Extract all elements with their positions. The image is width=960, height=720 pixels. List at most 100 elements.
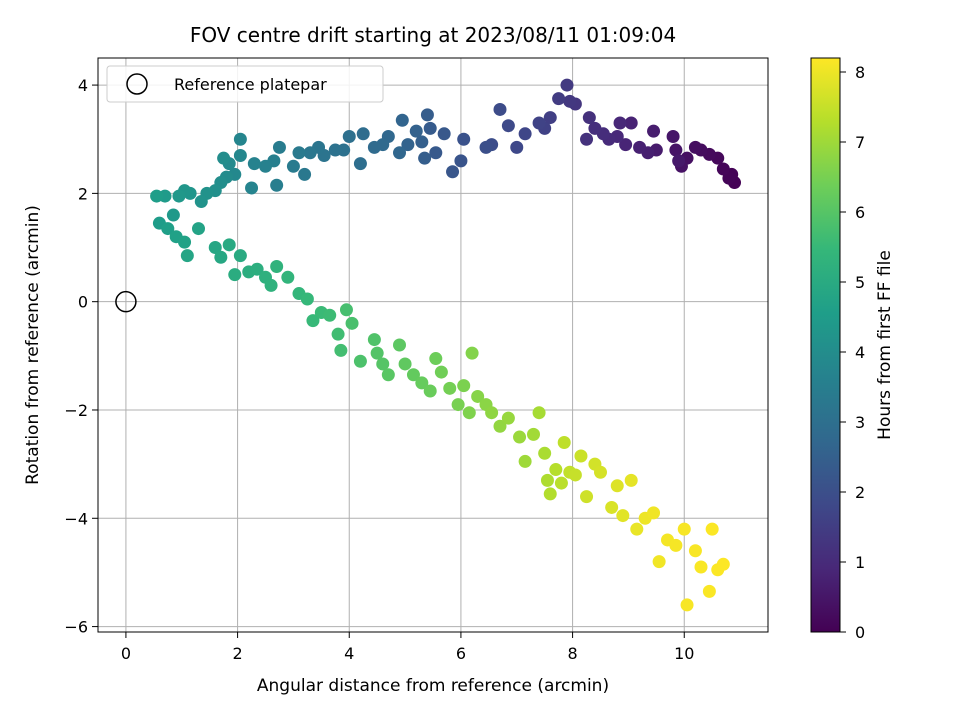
y-axis-label: Rotation from reference (arcmin) bbox=[23, 205, 43, 485]
data-point bbox=[702, 584, 716, 598]
data-point bbox=[672, 154, 686, 168]
data-point bbox=[666, 130, 680, 144]
data-point bbox=[342, 130, 356, 144]
colorbar-tick-label: 1 bbox=[855, 553, 865, 572]
data-point bbox=[610, 479, 624, 493]
data-point bbox=[334, 343, 348, 357]
data-point bbox=[323, 308, 337, 322]
data-point bbox=[233, 132, 247, 146]
data-point bbox=[582, 111, 596, 125]
data-point bbox=[716, 162, 730, 176]
colorbar-tick-label: 0 bbox=[855, 623, 865, 642]
x-tick-label: 6 bbox=[456, 644, 466, 663]
data-point bbox=[677, 522, 691, 536]
data-point bbox=[557, 435, 571, 449]
data-point bbox=[532, 406, 546, 420]
data-point bbox=[647, 124, 661, 138]
data-point bbox=[543, 111, 557, 125]
legend-label-reference-platepar: Reference platepar bbox=[174, 75, 327, 94]
data-point bbox=[588, 121, 602, 135]
data-point bbox=[560, 78, 574, 92]
data-point bbox=[233, 148, 247, 162]
colorbar-gradient bbox=[810, 57, 841, 633]
data-point bbox=[150, 189, 164, 203]
data-point bbox=[194, 195, 208, 208]
data-point bbox=[510, 140, 524, 154]
data-point bbox=[420, 108, 434, 122]
data-point bbox=[228, 268, 242, 282]
data-point bbox=[451, 398, 465, 412]
data-point bbox=[527, 427, 540, 441]
data-point bbox=[493, 419, 507, 433]
y-tick-label: −4 bbox=[64, 509, 88, 528]
plot-frame bbox=[97, 57, 769, 633]
data-point bbox=[485, 406, 499, 420]
data-point bbox=[180, 249, 194, 263]
data-point bbox=[619, 138, 633, 152]
legend-marker-reference-platepar bbox=[126, 73, 148, 95]
data-point bbox=[353, 157, 367, 171]
data-point bbox=[652, 555, 666, 569]
colorbar-tick-label: 3 bbox=[855, 413, 865, 432]
data-point bbox=[580, 490, 594, 504]
data-point bbox=[406, 368, 420, 382]
data-point bbox=[518, 454, 532, 468]
data-point bbox=[669, 143, 683, 157]
data-point bbox=[462, 406, 476, 420]
data-point bbox=[568, 468, 582, 482]
data-point bbox=[532, 116, 546, 130]
data-point bbox=[563, 94, 577, 108]
data-point bbox=[161, 222, 175, 236]
data-point bbox=[233, 249, 247, 263]
data-point bbox=[259, 159, 272, 173]
data-point bbox=[178, 235, 192, 249]
data-point bbox=[501, 411, 515, 425]
data-point bbox=[345, 316, 359, 330]
data-point bbox=[398, 357, 412, 371]
data-point bbox=[172, 189, 186, 203]
data-point bbox=[694, 560, 708, 574]
colorbar-label: Hours from first FF file bbox=[875, 250, 895, 440]
x-tick-label: 8 bbox=[567, 644, 577, 663]
data-point bbox=[393, 338, 406, 352]
data-point bbox=[624, 116, 638, 130]
data-point bbox=[222, 238, 236, 252]
x-tick-label: 2 bbox=[232, 644, 242, 663]
y-tick-label: −2 bbox=[64, 401, 88, 420]
y-tick-label: 4 bbox=[78, 76, 88, 95]
colorbar-tick-label: 5 bbox=[855, 273, 865, 292]
data-point bbox=[518, 127, 532, 141]
data-point bbox=[429, 146, 443, 160]
data-point bbox=[688, 140, 702, 154]
data-point bbox=[580, 132, 594, 146]
data-point bbox=[281, 270, 295, 284]
data-point bbox=[250, 262, 264, 276]
data-point bbox=[543, 487, 557, 501]
data-point bbox=[680, 598, 694, 612]
data-point bbox=[633, 140, 647, 154]
data-point bbox=[331, 327, 345, 341]
y-tick-label: 2 bbox=[78, 184, 88, 203]
data-point bbox=[688, 544, 702, 558]
data-point bbox=[538, 446, 552, 460]
data-point bbox=[376, 357, 390, 371]
data-point bbox=[214, 250, 228, 264]
data-point bbox=[605, 500, 619, 514]
data-point bbox=[208, 241, 222, 255]
data-point bbox=[270, 259, 284, 273]
data-point bbox=[471, 389, 485, 403]
colorbar-tick-label: 4 bbox=[855, 343, 865, 362]
data-point bbox=[370, 346, 384, 360]
y-tick-label: −6 bbox=[64, 618, 88, 637]
data-point bbox=[247, 157, 261, 171]
data-point bbox=[415, 135, 429, 149]
colorbar: 0 1 2 3 4 5 6 7 8 Hours from first FF file bbox=[810, 57, 895, 642]
data-point bbox=[437, 127, 451, 141]
data-point bbox=[353, 354, 367, 368]
data-point bbox=[264, 278, 278, 292]
data-point bbox=[303, 146, 317, 160]
data-point bbox=[270, 178, 284, 192]
data-point bbox=[493, 102, 507, 116]
data-point bbox=[328, 143, 342, 157]
data-point bbox=[465, 346, 479, 360]
